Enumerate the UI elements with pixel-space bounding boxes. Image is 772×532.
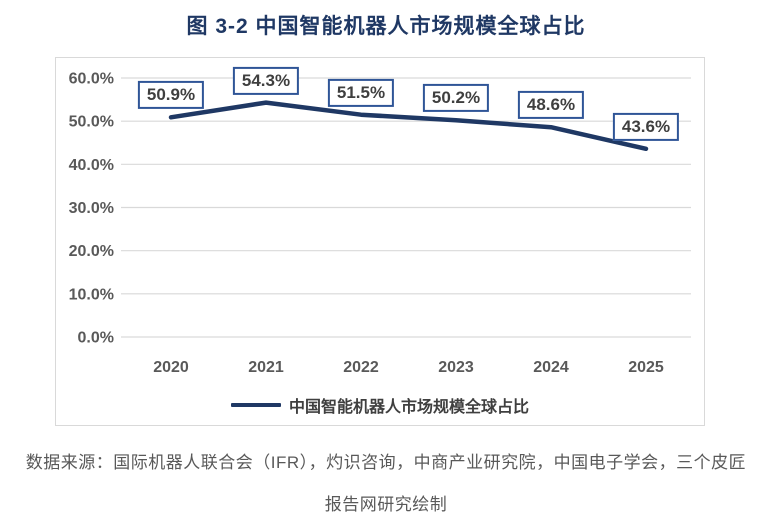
chart-title: 图 3-2 中国智能机器人市场规模全球占比 [186,15,586,38]
series-line [168,100,649,152]
data-source: 数据来源：国际机器人联合会（IFR），灼识咨询，中商产业研究院，中国电子学会，三… [0,448,772,532]
x-axis-tick-label: 2023 [438,359,474,376]
x-axis-tick-label: 2025 [628,359,664,376]
x-axis-tick-label: 2024 [533,359,569,376]
y-axis-tick-label: 60.0% [69,71,114,88]
legend: 中国智能机器人市场规模全球占比 [56,393,704,417]
x-axis-tick-label: 2022 [343,359,379,376]
source-line-1: 数据来源：国际机器人联合会（IFR），灼识咨询，中商产业研究院，中国电子学会，三… [25,453,747,472]
x-axis-tick-label: 2021 [248,359,284,376]
y-axis-tick-label: 50.0% [69,114,114,131]
legend-line-swatch [230,403,281,407]
y-axis-tick-label: 0.0% [78,330,114,347]
y-axis-tick-label: 10.0% [69,286,114,303]
chart-panel: 0.0% 10.0% 20.0% 30.0% 40.0% 50.0% 60.0% 2020 20… [55,57,705,426]
y-axis-tick-label: 40.0% [69,157,114,174]
y-axis-tick-label: 20.0% [69,243,114,260]
x-axis-tick-label: 2020 [153,359,189,376]
line-chart: 0.0% 10.0% 20.0% 30.0% 40.0% 50.0% 60.0% 2020 20… [69,71,691,376]
legend-label: 中国智能机器人市场规模全球占比 [288,399,529,416]
source-line-2: 报告网研究绘制 [324,495,448,514]
y-axis-tick-label: 30.0% [69,200,114,217]
